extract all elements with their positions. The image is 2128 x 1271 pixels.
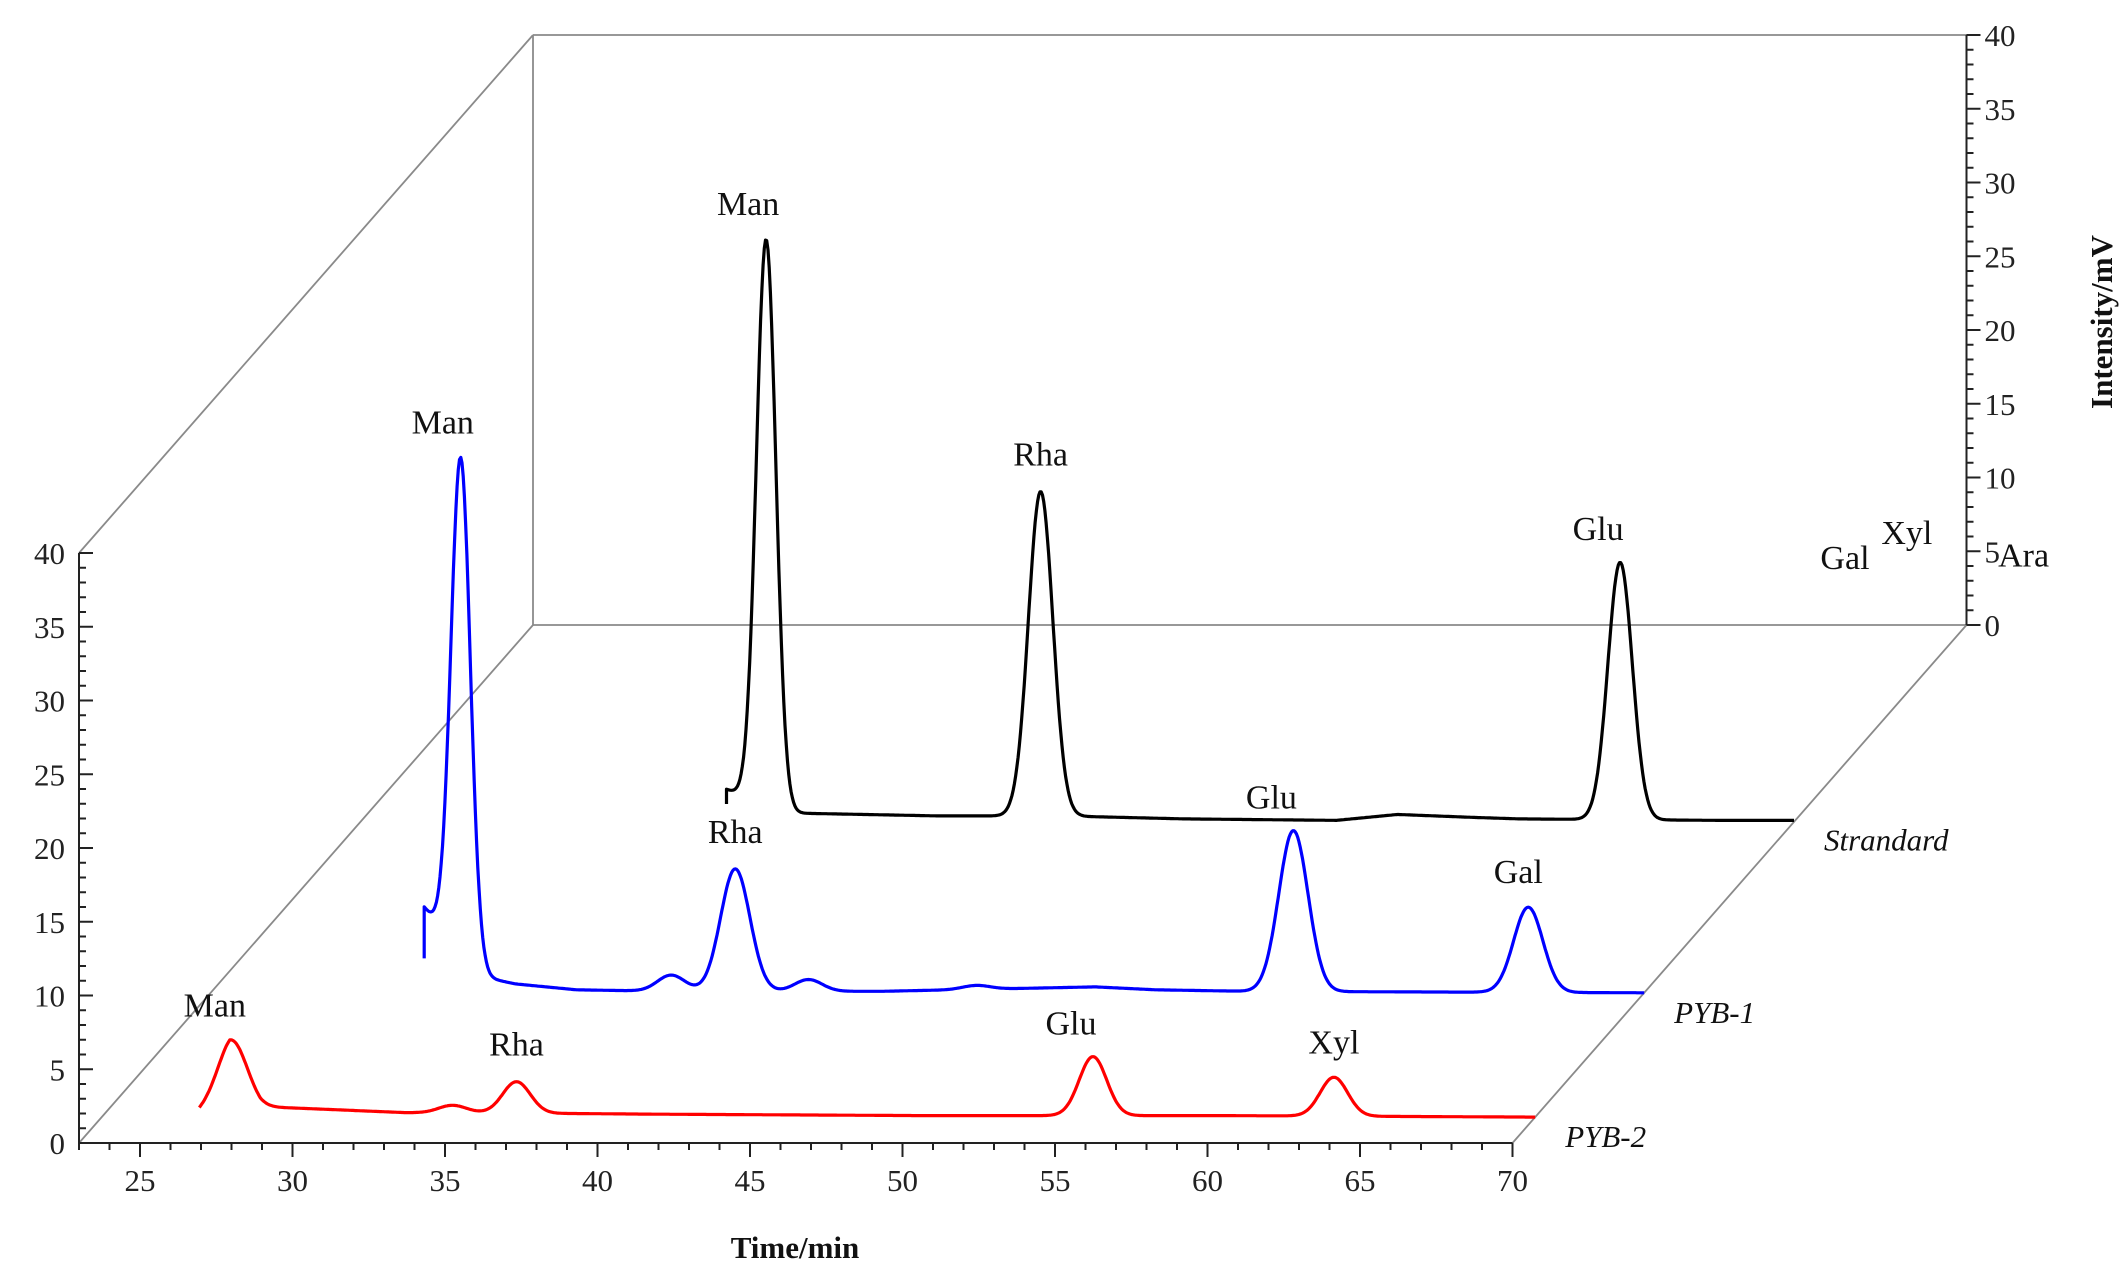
peak-label: Rha bbox=[1013, 436, 1068, 473]
y-tick-label-front: 25 bbox=[34, 757, 65, 792]
y-tick-label-front: 0 bbox=[50, 1126, 66, 1161]
x-tick-label: 55 bbox=[1040, 1163, 1071, 1198]
peak-label: Glu bbox=[1246, 780, 1297, 817]
peak-label: Man bbox=[717, 186, 779, 223]
frame-top-left-edge bbox=[78, 34, 534, 554]
peak-label: Rha bbox=[489, 1027, 544, 1064]
y-axis-title: Intensity/mV bbox=[2084, 234, 2119, 409]
y-tick-label-back: 10 bbox=[1985, 461, 2016, 496]
series-name-label: Strandard bbox=[1824, 822, 1949, 857]
y-tick-label-front: 10 bbox=[34, 979, 65, 1014]
peak-label: Rha bbox=[708, 814, 763, 851]
series-name-label: PYB-2 bbox=[1564, 1119, 1646, 1154]
y-tick-label-front: 40 bbox=[34, 536, 65, 571]
y-tick-label-back: 20 bbox=[1985, 313, 2016, 348]
x-tick-label: 70 bbox=[1497, 1163, 1528, 1198]
y-tick-label-back: 15 bbox=[1985, 387, 2016, 422]
peak-label: Xyl bbox=[1881, 515, 1932, 552]
frame-bottom-right-edge bbox=[1511, 624, 1968, 1144]
series-pyb-1 bbox=[422, 455, 1645, 995]
x-tick-label: 25 bbox=[125, 1163, 156, 1198]
y-tick-label-back: 25 bbox=[1985, 239, 2016, 274]
y-tick-label-front: 35 bbox=[34, 610, 65, 645]
y-tick-label-front: 5 bbox=[50, 1052, 66, 1087]
x-tick-label: 40 bbox=[582, 1163, 613, 1198]
peak-label: Ara bbox=[1998, 537, 2049, 574]
x-axis-title: Time/min bbox=[731, 1230, 860, 1265]
peak-label: Man bbox=[184, 987, 246, 1024]
frame-layer bbox=[78, 34, 1968, 1144]
series-line bbox=[198, 1038, 1536, 1119]
y-tick-label-front: 30 bbox=[34, 684, 65, 719]
x-tick-label: 65 bbox=[1345, 1163, 1376, 1198]
x-tick-label: 50 bbox=[887, 1163, 918, 1198]
peak-label: Glu bbox=[1045, 1006, 1096, 1043]
y-tick-label-back: 30 bbox=[1985, 166, 2016, 201]
x-tick-label: 30 bbox=[277, 1163, 308, 1198]
peak-label: Gal bbox=[1820, 540, 1869, 577]
y-tick-label-back: 0 bbox=[1985, 608, 2001, 643]
y-tick-label-front: 20 bbox=[34, 831, 65, 866]
peak-label: Man bbox=[412, 404, 474, 441]
y-tick-label-back: 5 bbox=[1985, 534, 2001, 569]
series-layer bbox=[198, 238, 1795, 1119]
x-tick-label: 45 bbox=[735, 1163, 766, 1198]
y-tick-label-back: 40 bbox=[1985, 18, 2016, 53]
label-layer: Strandard Man Rha Glu Gal Xyl Ara PYB-1 Man Rha Gl… bbox=[184, 186, 2049, 1154]
series-line bbox=[422, 455, 1645, 995]
peak-label: Glu bbox=[1573, 511, 1624, 548]
axis-layer: Time/min Intensity/mV 25 30 35 40 45 50 55 60 65… bbox=[34, 18, 2119, 1265]
series-strandard bbox=[724, 238, 1795, 822]
series-pyb-2 bbox=[198, 1038, 1536, 1119]
series-name-label: PYB-1 bbox=[1673, 995, 1755, 1030]
frame-bottom-left-edge bbox=[78, 624, 534, 1144]
y-tick-label-back: 35 bbox=[1985, 92, 2016, 127]
series-line bbox=[724, 238, 1795, 822]
peak-label: Gal bbox=[1494, 854, 1543, 891]
x-tick-label: 60 bbox=[1192, 1163, 1223, 1198]
y-tick-label-front: 15 bbox=[34, 905, 65, 940]
x-tick-label: 35 bbox=[430, 1163, 461, 1198]
peak-label: Xyl bbox=[1308, 1024, 1359, 1061]
